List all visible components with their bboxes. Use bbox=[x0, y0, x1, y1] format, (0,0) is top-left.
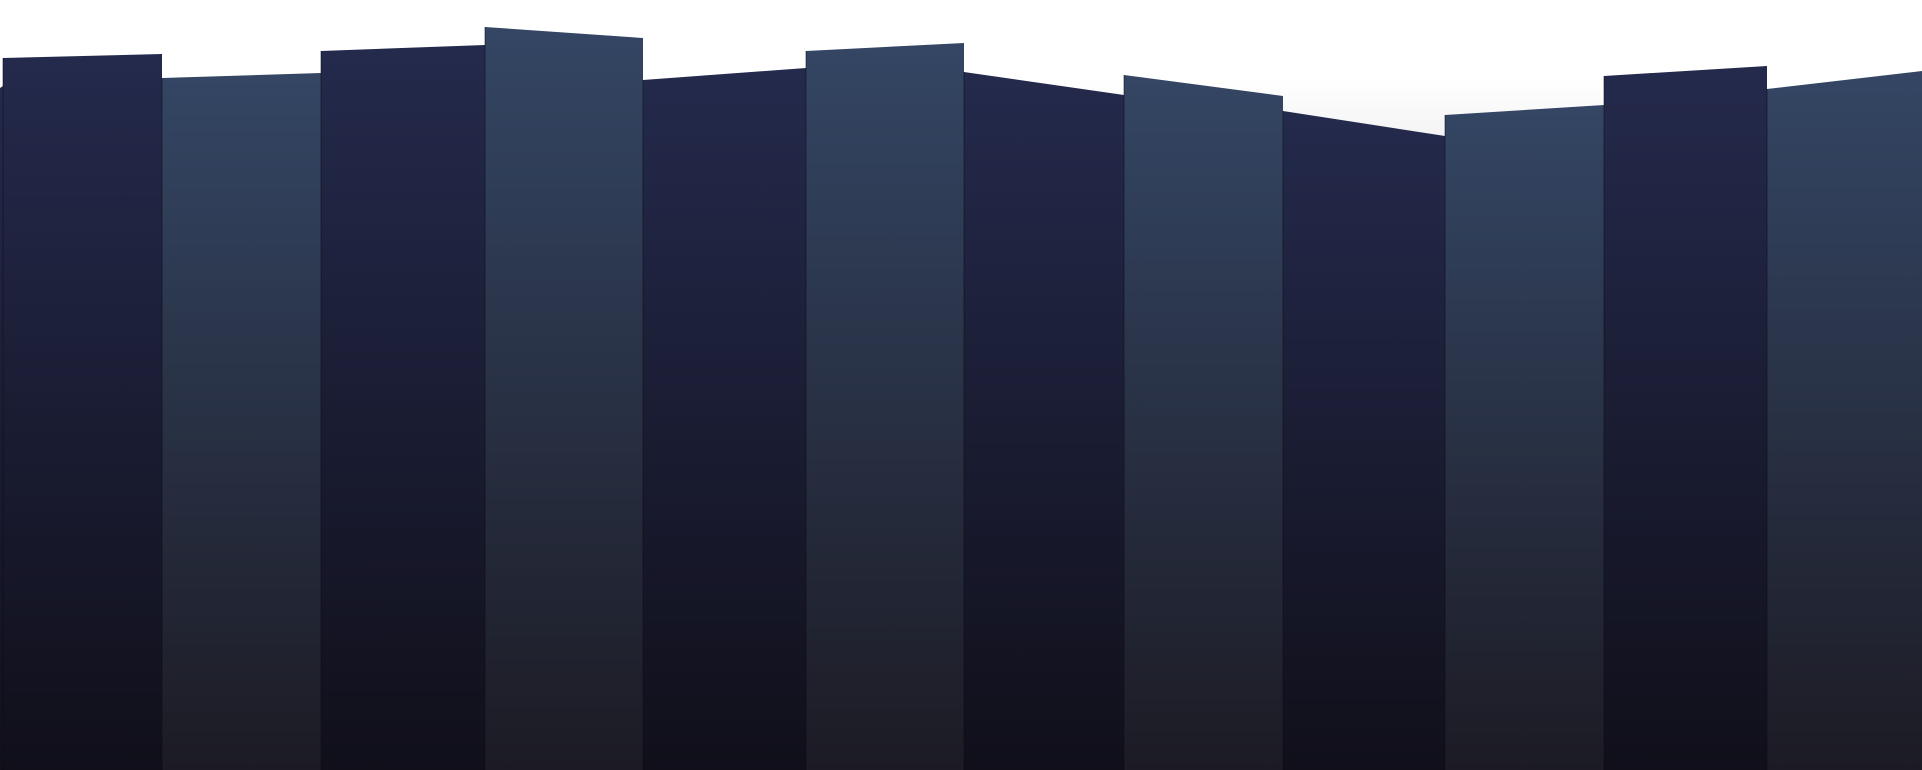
stripe-11 bbox=[1604, 66, 1767, 770]
stripe-8 bbox=[1124, 75, 1283, 770]
stripe-12 bbox=[1767, 71, 1922, 770]
stripe-10 bbox=[1445, 105, 1604, 770]
stripe-7 bbox=[964, 72, 1124, 770]
stripes-layer bbox=[0, 27, 1922, 770]
stripe-2 bbox=[162, 73, 321, 770]
stripe-4 bbox=[485, 27, 643, 770]
stripe-6 bbox=[806, 43, 964, 770]
stripe-5 bbox=[643, 68, 806, 770]
stripe-1 bbox=[3, 54, 162, 770]
stripe-edge-sliver bbox=[0, 86, 3, 770]
stripe-9 bbox=[1283, 111, 1445, 770]
stripe-3 bbox=[321, 45, 485, 770]
